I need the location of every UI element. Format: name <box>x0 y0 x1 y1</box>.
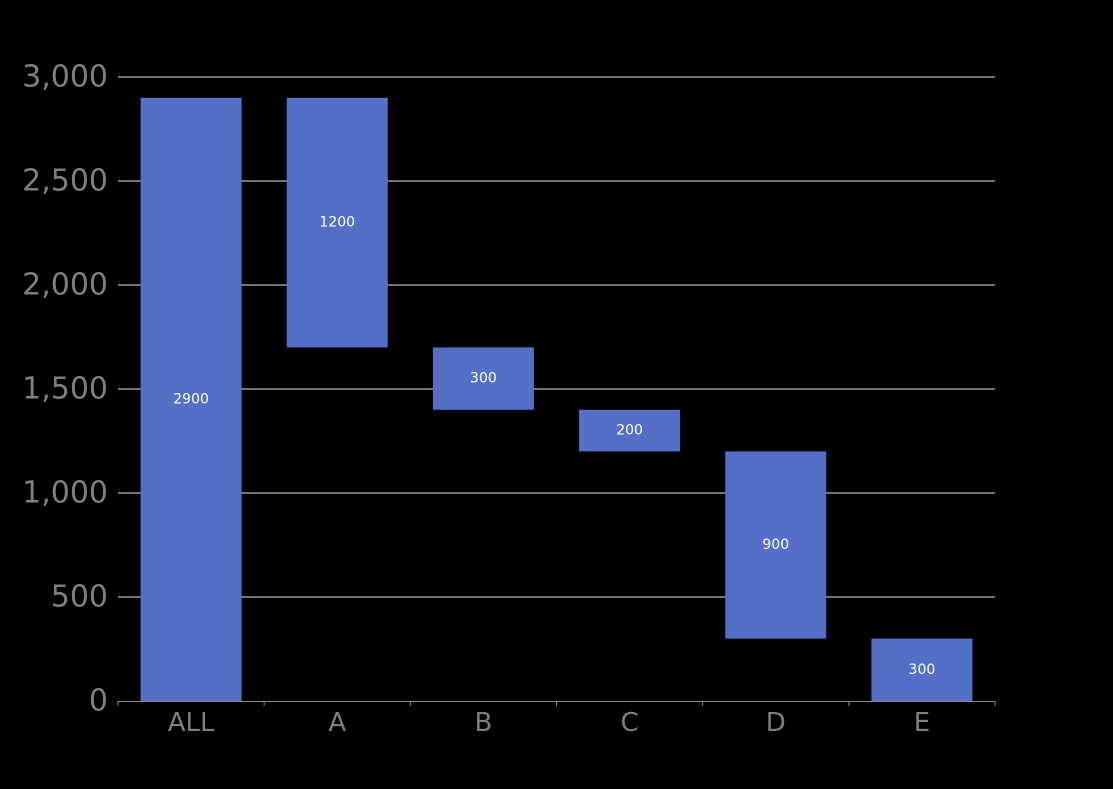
grid-lines <box>118 76 995 598</box>
y-tick-label: 1,500 <box>22 372 108 407</box>
bar-d[interactable] <box>725 451 827 639</box>
bar-b[interactable] <box>432 347 534 410</box>
x-tick-label: ALL <box>168 708 215 738</box>
bar-e[interactable] <box>871 638 973 701</box>
bar-value-label: 2900 <box>173 391 209 407</box>
bar-a[interactable] <box>286 97 388 348</box>
y-tick-label: 0 <box>89 684 108 719</box>
y-tick-label: 500 <box>51 580 108 615</box>
bar-value-label: 300 <box>470 371 497 387</box>
x-tick-label: D <box>766 708 786 738</box>
bar-labels: 2900 1200 300 200 900 300 <box>173 215 935 678</box>
bars <box>140 97 973 702</box>
x-tick-label: C <box>621 708 639 738</box>
y-tick-label: 3,000 <box>22 60 108 95</box>
bar-all[interactable] <box>140 97 242 702</box>
bar-c[interactable] <box>579 409 681 452</box>
x-tick-label: A <box>328 708 346 738</box>
x-tick-label: E <box>914 708 930 738</box>
y-tick-label: 2,000 <box>22 268 108 303</box>
bar-value-label: 1200 <box>319 215 355 231</box>
bar-value-label: 900 <box>762 537 789 553</box>
bar-value-label: 200 <box>616 423 643 439</box>
bar-value-label: 300 <box>909 662 936 678</box>
y-tick-label: 1,000 <box>22 476 108 511</box>
x-tick-label: B <box>474 708 492 738</box>
y-tick-label: 2,500 <box>22 164 108 199</box>
axes: 0 500 1,000 1,500 2,000 2,500 3,000 ALL A B C D E <box>22 60 996 738</box>
